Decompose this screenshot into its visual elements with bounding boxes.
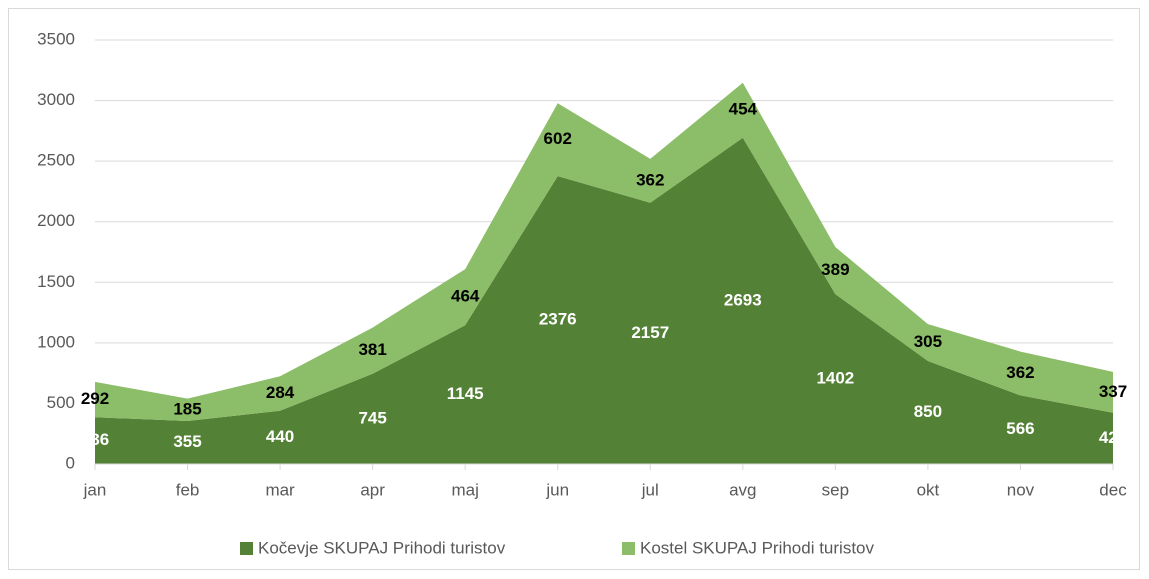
legend-swatch [240, 542, 253, 555]
area [95, 137, 1113, 465]
x-tick-label: jan [83, 480, 107, 499]
data-label: 464 [451, 287, 480, 306]
x-tick-label: feb [176, 480, 200, 499]
data-label: 602 [544, 129, 572, 148]
data-label: 386 [81, 430, 109, 449]
x-tick-label: dec [1099, 480, 1127, 499]
y-tick-label: 0 [66, 453, 75, 472]
data-label: 305 [914, 332, 942, 351]
x-tick-label: mar [265, 480, 295, 499]
data-label: 1402 [816, 369, 854, 388]
labels-clip: 386 355 440 745 1145 2376 2157 2693 1402 850 566 42… [81, 290, 1127, 451]
y-tick-label: 3500 [37, 29, 75, 48]
y-tick-label: 500 [47, 393, 75, 412]
data-label: 850 [914, 402, 942, 421]
x-tick-label: okt [917, 480, 940, 499]
x-tick-label: apr [360, 480, 385, 499]
y-tick-label: 1500 [37, 272, 75, 291]
data-label: 362 [636, 170, 664, 189]
data-label: 292 [81, 389, 109, 408]
data-label: 381 [358, 340, 386, 359]
data-label: 440 [266, 427, 294, 446]
legend-label: Kočevje SKUPAJ Prihodi turistov [258, 538, 506, 557]
x-tick-label: avg [729, 480, 756, 499]
y-tick-label: 3000 [37, 90, 75, 109]
data-label: 284 [266, 383, 295, 402]
x-tick-label: nov [1007, 480, 1035, 499]
area [95, 82, 1113, 421]
data-label: 2157 [631, 323, 669, 342]
data-label: 389 [821, 260, 849, 279]
data-label: 2693 [724, 290, 762, 309]
y-tick-label: 1000 [37, 332, 75, 351]
y-tick-label: 2500 [37, 151, 75, 170]
legend-swatch [622, 542, 635, 555]
data-label: 362 [1006, 363, 1034, 382]
data-label: 566 [1006, 419, 1034, 438]
x-tick-label: maj [451, 480, 478, 499]
data-label: 185 [173, 399, 201, 418]
y-tick-label: 2000 [37, 211, 75, 230]
data-label: 1145 [447, 384, 484, 403]
data-label: 2376 [539, 310, 577, 329]
data-label: 454 [729, 100, 758, 119]
x-tick-label: jul [641, 480, 659, 499]
data-label: 745 [358, 408, 386, 427]
legend-label: Kostel SKUPAJ Prihodi turistov [640, 538, 874, 557]
x-tick-label: jun [545, 480, 569, 499]
data-label: 337 [1099, 382, 1127, 401]
x-tick-label: sep [822, 480, 849, 499]
data-label: 355 [173, 432, 201, 451]
data-label: 423 [1099, 428, 1127, 447]
